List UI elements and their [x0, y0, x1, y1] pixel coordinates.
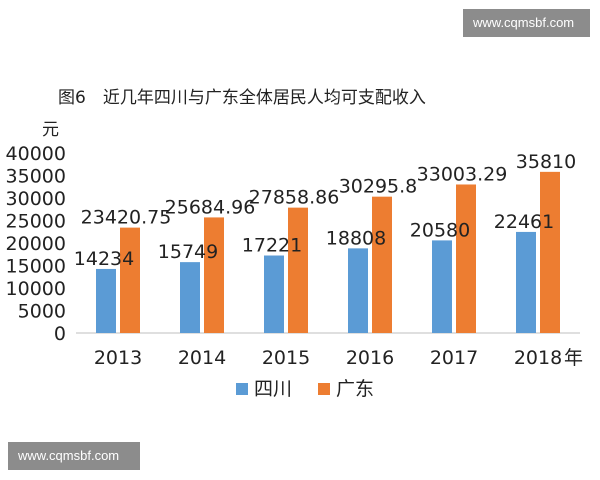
x-axis-unit-suffix: 年 — [564, 347, 583, 369]
legend-label: 四川 — [254, 378, 292, 400]
legend-swatch-guangdong — [318, 383, 330, 395]
bar-sichuan-2014 — [180, 262, 200, 333]
data-label: 33003.29 — [417, 163, 508, 185]
bar-guangdong-2017 — [456, 184, 476, 333]
y-tick-label: 30000 — [6, 188, 66, 210]
data-label: 35810 — [516, 151, 576, 173]
bars-group — [96, 171, 560, 333]
y-tick-label: 40000 — [6, 143, 66, 165]
x-tick-label: 2013 — [94, 347, 142, 369]
bar-sichuan-2013 — [96, 268, 116, 333]
watermark-top: www.cqmsbf.com — [463, 9, 590, 37]
bar-guangdong-2013 — [120, 227, 140, 333]
y-tick-label: 20000 — [6, 233, 66, 255]
y-axis-unit-label: 元 — [42, 120, 59, 140]
x-tick-label: 2018 — [514, 347, 562, 369]
legend: 四川 广东 — [236, 378, 374, 400]
y-tick-label: 25000 — [6, 211, 66, 233]
y-tick-label: 35000 — [6, 166, 66, 188]
legend-swatch-sichuan — [236, 383, 248, 395]
x-tick-label: 2017 — [430, 347, 478, 369]
x-tick-label: 2016 — [346, 347, 394, 369]
data-label: 27858.86 — [249, 187, 340, 209]
bar-sichuan-2018 — [516, 231, 536, 333]
data-label: 17221 — [242, 235, 302, 257]
data-label: 18808 — [326, 227, 386, 249]
data-label: 25684.96 — [165, 196, 256, 218]
bar-guangdong-2018 — [540, 171, 560, 333]
y-tick-label: 15000 — [6, 256, 66, 278]
data-label: 20580 — [410, 219, 470, 241]
bar-sichuan-2015 — [264, 255, 284, 333]
data-label: 14234 — [74, 248, 134, 270]
bar-guangdong-2015 — [288, 207, 308, 333]
watermark-bottom: www.cqmsbf.com — [8, 442, 140, 470]
data-label: 30295.8 — [339, 176, 418, 198]
y-tick-label: 10000 — [6, 278, 66, 300]
legend-label: 广东 — [336, 378, 374, 400]
data-label: 15749 — [158, 241, 218, 263]
bar-guangdong-2014 — [204, 217, 224, 333]
bar-sichuan-2017 — [432, 240, 452, 333]
x-tick-label: 2015 — [262, 347, 310, 369]
bar-guangdong-2016 — [372, 196, 392, 333]
data-labels-group: 14234 15749 17221 18808 20580 22461 23420.7525… — [74, 151, 576, 270]
bar-sichuan-2016 — [348, 248, 368, 333]
x-axis-ticks: 2013 2014 2015 2016 2017 2018 年 — [94, 347, 583, 369]
data-label: 23420.75 — [81, 207, 172, 229]
y-tick-label: 0 — [54, 323, 66, 345]
y-tick-label: 5000 — [18, 301, 66, 323]
x-tick-label: 2014 — [178, 347, 226, 369]
chart-title: 图6 近几年四川与广东全体居民人均可支配收入 — [58, 88, 426, 108]
data-label: 22461 — [494, 211, 554, 233]
